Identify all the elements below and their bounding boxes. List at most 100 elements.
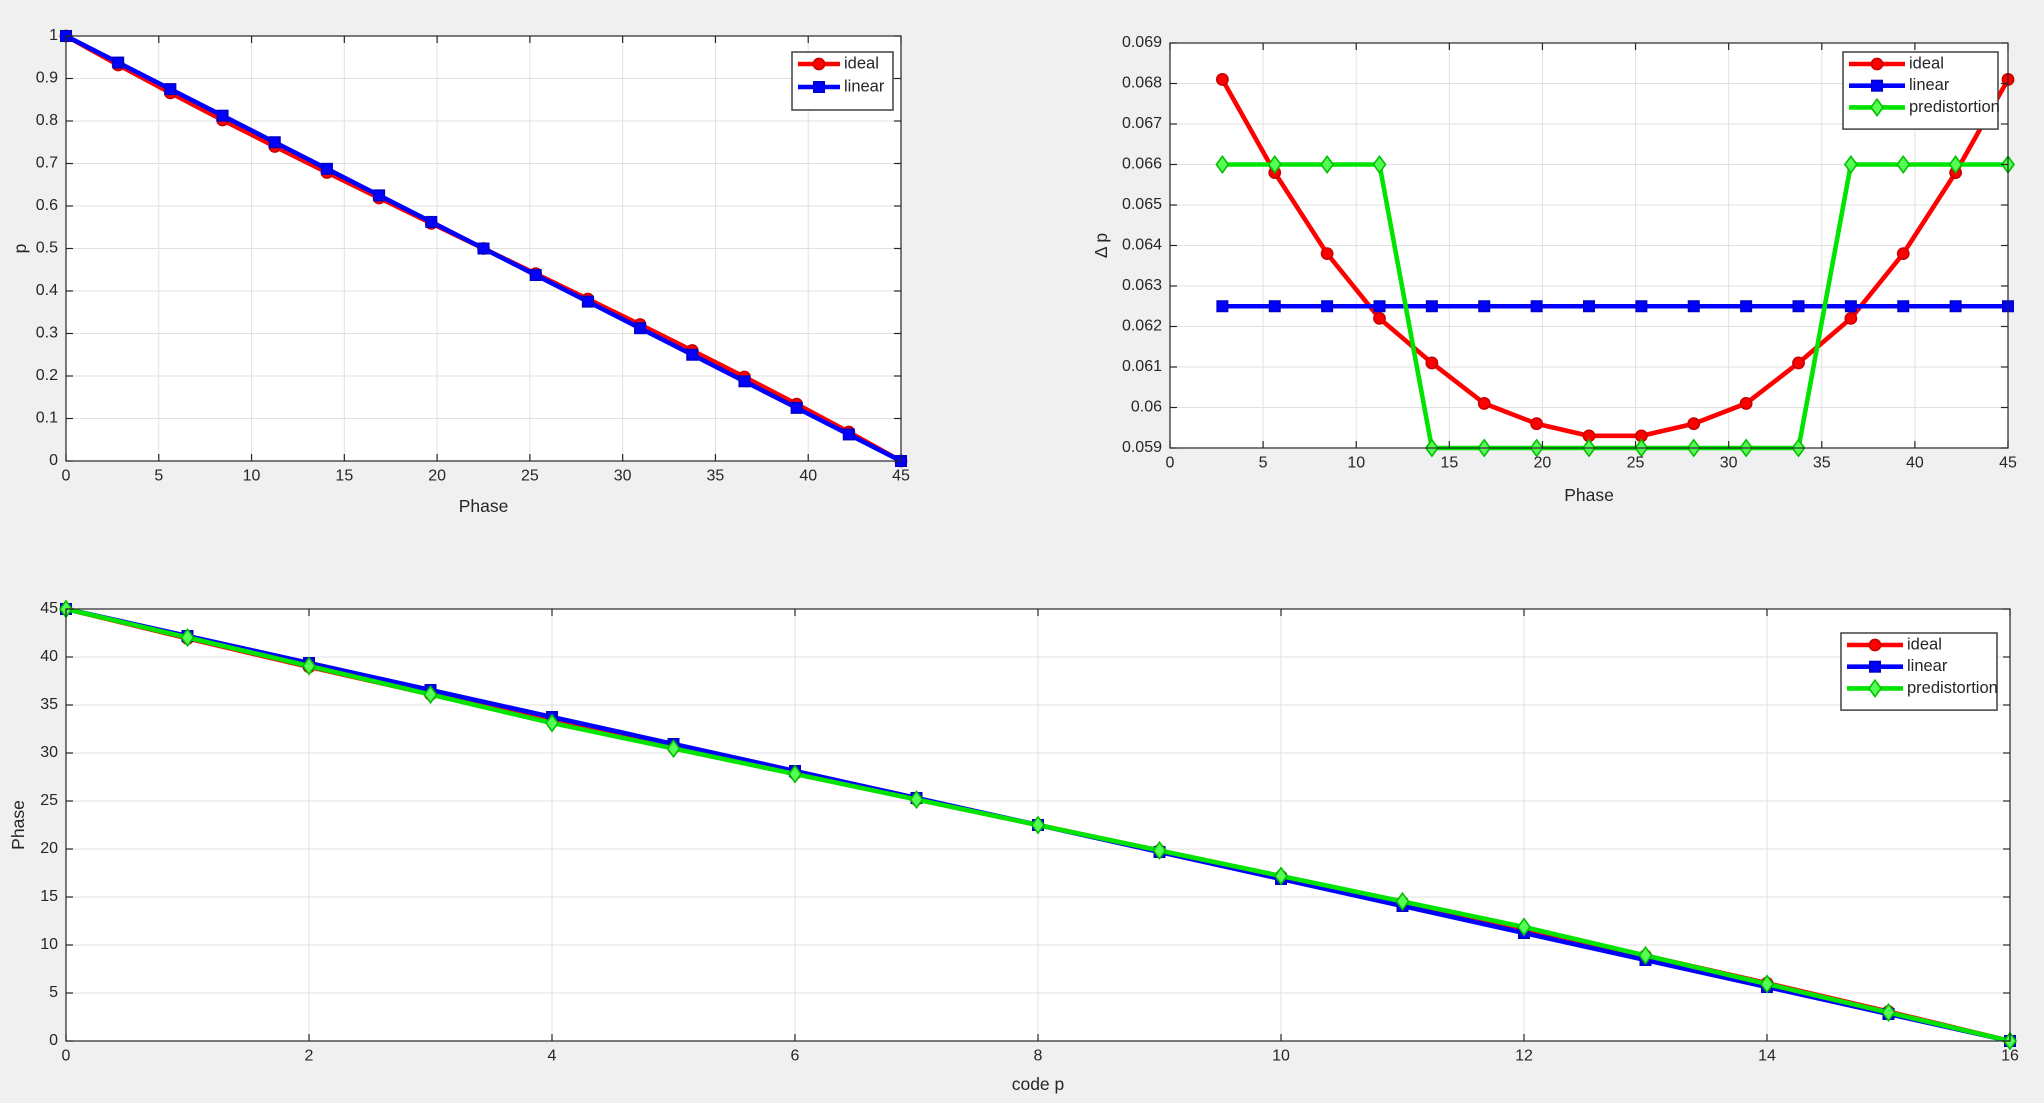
x-axis-label: Phase (459, 496, 509, 516)
data-point-marker (425, 215, 438, 228)
data-point-marker (1031, 815, 1045, 835)
x-tick-label: 20 (1534, 454, 1552, 471)
data-point-marker (112, 56, 125, 69)
data-point-marker (1739, 397, 1753, 410)
x-tick-label: 40 (1906, 454, 1924, 471)
y-axis-label: Δ p (1091, 233, 1111, 258)
data-point-marker (909, 789, 924, 810)
x-tick-label: 0 (1166, 454, 1175, 471)
data-point-marker (1635, 300, 1648, 313)
x-tick-label: 6 (791, 1047, 800, 1064)
y-tick-labels: 0 5 10 15 20 25 30 35 40 45 (40, 600, 58, 1049)
x-tick-label: 15 (335, 467, 353, 484)
data-point-marker (1321, 300, 1334, 313)
y-tick-label: 0.063 (1122, 277, 1162, 294)
y-tick-label: 0.4 (36, 282, 58, 299)
data-point-marker (1215, 73, 1229, 86)
y-tick-label: 0.1 (36, 410, 58, 427)
y-tick-label: 0.6 (36, 197, 58, 214)
data-point-marker (1530, 300, 1543, 313)
y-tick-labels: 0.059 0.06 0.061 0.062 0.063 0.064 0.065 0.066 0… (1122, 34, 1162, 456)
data-point-marker (1373, 300, 1386, 313)
data-point-marker (788, 764, 802, 784)
data-point-marker (268, 136, 281, 149)
data-point-marker (666, 738, 681, 759)
y-tick-label: 0.059 (1122, 439, 1162, 456)
x-tick-label: 2 (305, 1047, 314, 1064)
y-tick-label: 10 (40, 936, 58, 953)
data-point-marker (1949, 300, 1962, 313)
data-point-marker (1638, 945, 1653, 966)
x-tick-labels: 0 5 10 15 20 25 30 35 40 45 (62, 467, 910, 484)
chart-canvas: 0 2 4 6 8 10 12 14 16 0 5 10 15 20 25 30 35 40 45 code p Pha… (8, 599, 2019, 1094)
x-tick-label: 15 (1440, 454, 1458, 471)
legend-entry: predistortion (1849, 98, 2000, 117)
x-tick-label: 40 (799, 467, 817, 484)
data-point-marker (1844, 300, 1857, 313)
y-tick-label: 45 (40, 600, 58, 617)
data-point-marker (1478, 300, 1491, 313)
x-tick-label: 5 (154, 467, 163, 484)
data-point-marker (1268, 300, 1281, 313)
data-point-marker (1152, 840, 1167, 861)
y-tick-label: 15 (40, 888, 58, 905)
x-tick-label: 10 (243, 467, 261, 484)
x-tick-label: 0 (62, 467, 71, 484)
series-markers-linear (1216, 300, 2014, 313)
y-tick-label: 30 (40, 744, 58, 761)
y-axis-label: Phase (8, 800, 28, 850)
data-point-marker (1760, 974, 1774, 994)
data-point-marker (423, 684, 438, 705)
y-tick-label: 0.068 (1122, 75, 1162, 92)
x-tick-label: 45 (892, 467, 910, 484)
data-point-marker (1792, 300, 1805, 313)
data-point-marker (1869, 660, 1882, 673)
y-tick-label: 0.066 (1122, 156, 1162, 173)
legend-entry: linear (798, 77, 885, 95)
data-point-marker (1870, 57, 1884, 71)
axis-ticks (1169, 42, 2009, 449)
data-point-marker (686, 348, 699, 361)
series-linear (1216, 300, 2014, 313)
data-point-marker (1425, 356, 1439, 370)
x-axis-label: Phase (1564, 485, 1614, 505)
y-tick-label: 1 (49, 27, 58, 44)
legend: ideal linear (791, 51, 894, 111)
y-tick-label: 0.061 (1122, 358, 1162, 375)
x-tick-label: 30 (614, 467, 632, 484)
axis-ticks (65, 608, 2011, 1042)
data-point-marker (1320, 247, 1334, 260)
data-point-marker (1372, 154, 1387, 175)
chart-p-vs-phase: 0 5 10 15 20 25 30 35 40 45 0 0.1 0.2 0.3 0.4 0.5 0.6 0.7… (0, 0, 980, 560)
y-tick-label: 0.065 (1122, 196, 1162, 213)
data-point-marker (1792, 356, 1805, 370)
y-tick-label: 0.3 (36, 325, 58, 342)
data-point-marker (1897, 300, 1910, 313)
y-tick-label: 0.2 (36, 367, 58, 384)
x-tick-label: 10 (1347, 454, 1365, 471)
legend: ideal linear predistortion (1840, 632, 1998, 711)
x-tick-label: 5 (1259, 454, 1268, 471)
y-tick-label: 0 (49, 452, 58, 469)
data-point-marker (1948, 154, 1963, 175)
x-axis-label: code p (1012, 1074, 1065, 1094)
chart-phase-vs-code: 0 2 4 6 8 10 12 14 16 0 5 10 15 20 25 30 35 40 45 code p Pha… (0, 560, 2044, 1103)
legend-entry: ideal (1849, 54, 1944, 72)
data-point-marker (1582, 300, 1595, 313)
x-tick-label: 35 (707, 467, 725, 484)
data-point-marker (634, 322, 647, 335)
x-tick-label: 14 (1758, 1047, 1776, 1064)
data-point-marker (1687, 300, 1700, 313)
data-point-marker (842, 428, 855, 441)
data-point-marker (320, 162, 333, 175)
x-tick-label: 8 (1034, 1047, 1043, 1064)
legend-label-ideal: ideal (1907, 635, 1942, 653)
x-tick-label: 16 (2001, 1047, 2019, 1064)
data-point-marker (1868, 678, 1882, 698)
data-point-marker (1215, 154, 1230, 175)
legend-entry: predistortion (1847, 678, 1998, 698)
data-point-marker (545, 713, 559, 733)
data-point-marker (1881, 1002, 1896, 1023)
data-point-marker (1843, 154, 1858, 175)
axis-ticks (65, 35, 902, 462)
